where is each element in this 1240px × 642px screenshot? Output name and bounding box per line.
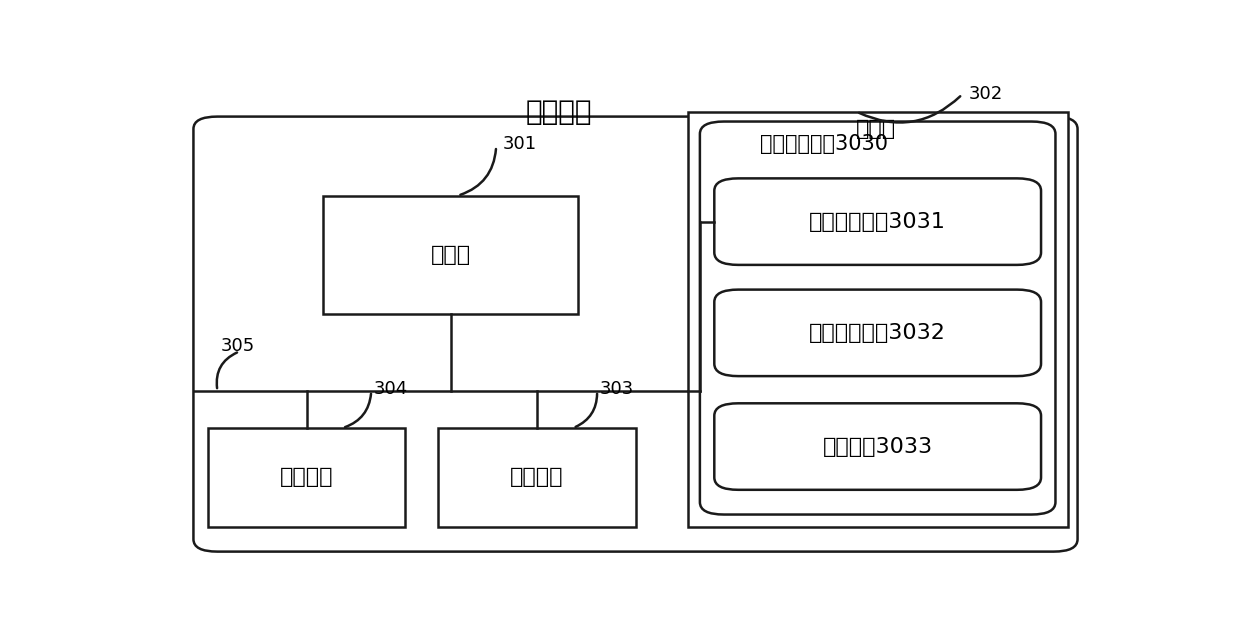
Bar (324, 196, 578, 315)
Text: 用户接口: 用户接口 (510, 467, 564, 487)
Text: 存储器: 存储器 (856, 119, 895, 139)
Bar (688, 112, 1068, 527)
Bar (208, 428, 404, 527)
Text: 电子设备: 电子设备 (526, 98, 591, 126)
Text: 301: 301 (503, 135, 537, 153)
Bar (439, 428, 635, 527)
Text: 303: 303 (600, 381, 634, 399)
FancyBboxPatch shape (193, 117, 1078, 551)
FancyBboxPatch shape (714, 178, 1042, 265)
Text: 处理器: 处理器 (430, 245, 470, 265)
FancyBboxPatch shape (714, 290, 1042, 376)
Text: 305: 305 (221, 338, 254, 356)
FancyBboxPatch shape (699, 121, 1055, 514)
Text: 304: 304 (374, 381, 408, 399)
FancyBboxPatch shape (714, 403, 1042, 490)
Text: 信息处理模块3032: 信息处理模块3032 (810, 323, 946, 343)
Text: 信息处理装置3030: 信息处理装置3030 (760, 134, 888, 154)
Text: 302: 302 (968, 85, 1003, 103)
Text: 网络接口: 网络接口 (279, 467, 334, 487)
Text: 存储模块3033: 存储模块3033 (822, 437, 932, 456)
Text: 信息传输模块3031: 信息传输模块3031 (810, 212, 946, 232)
